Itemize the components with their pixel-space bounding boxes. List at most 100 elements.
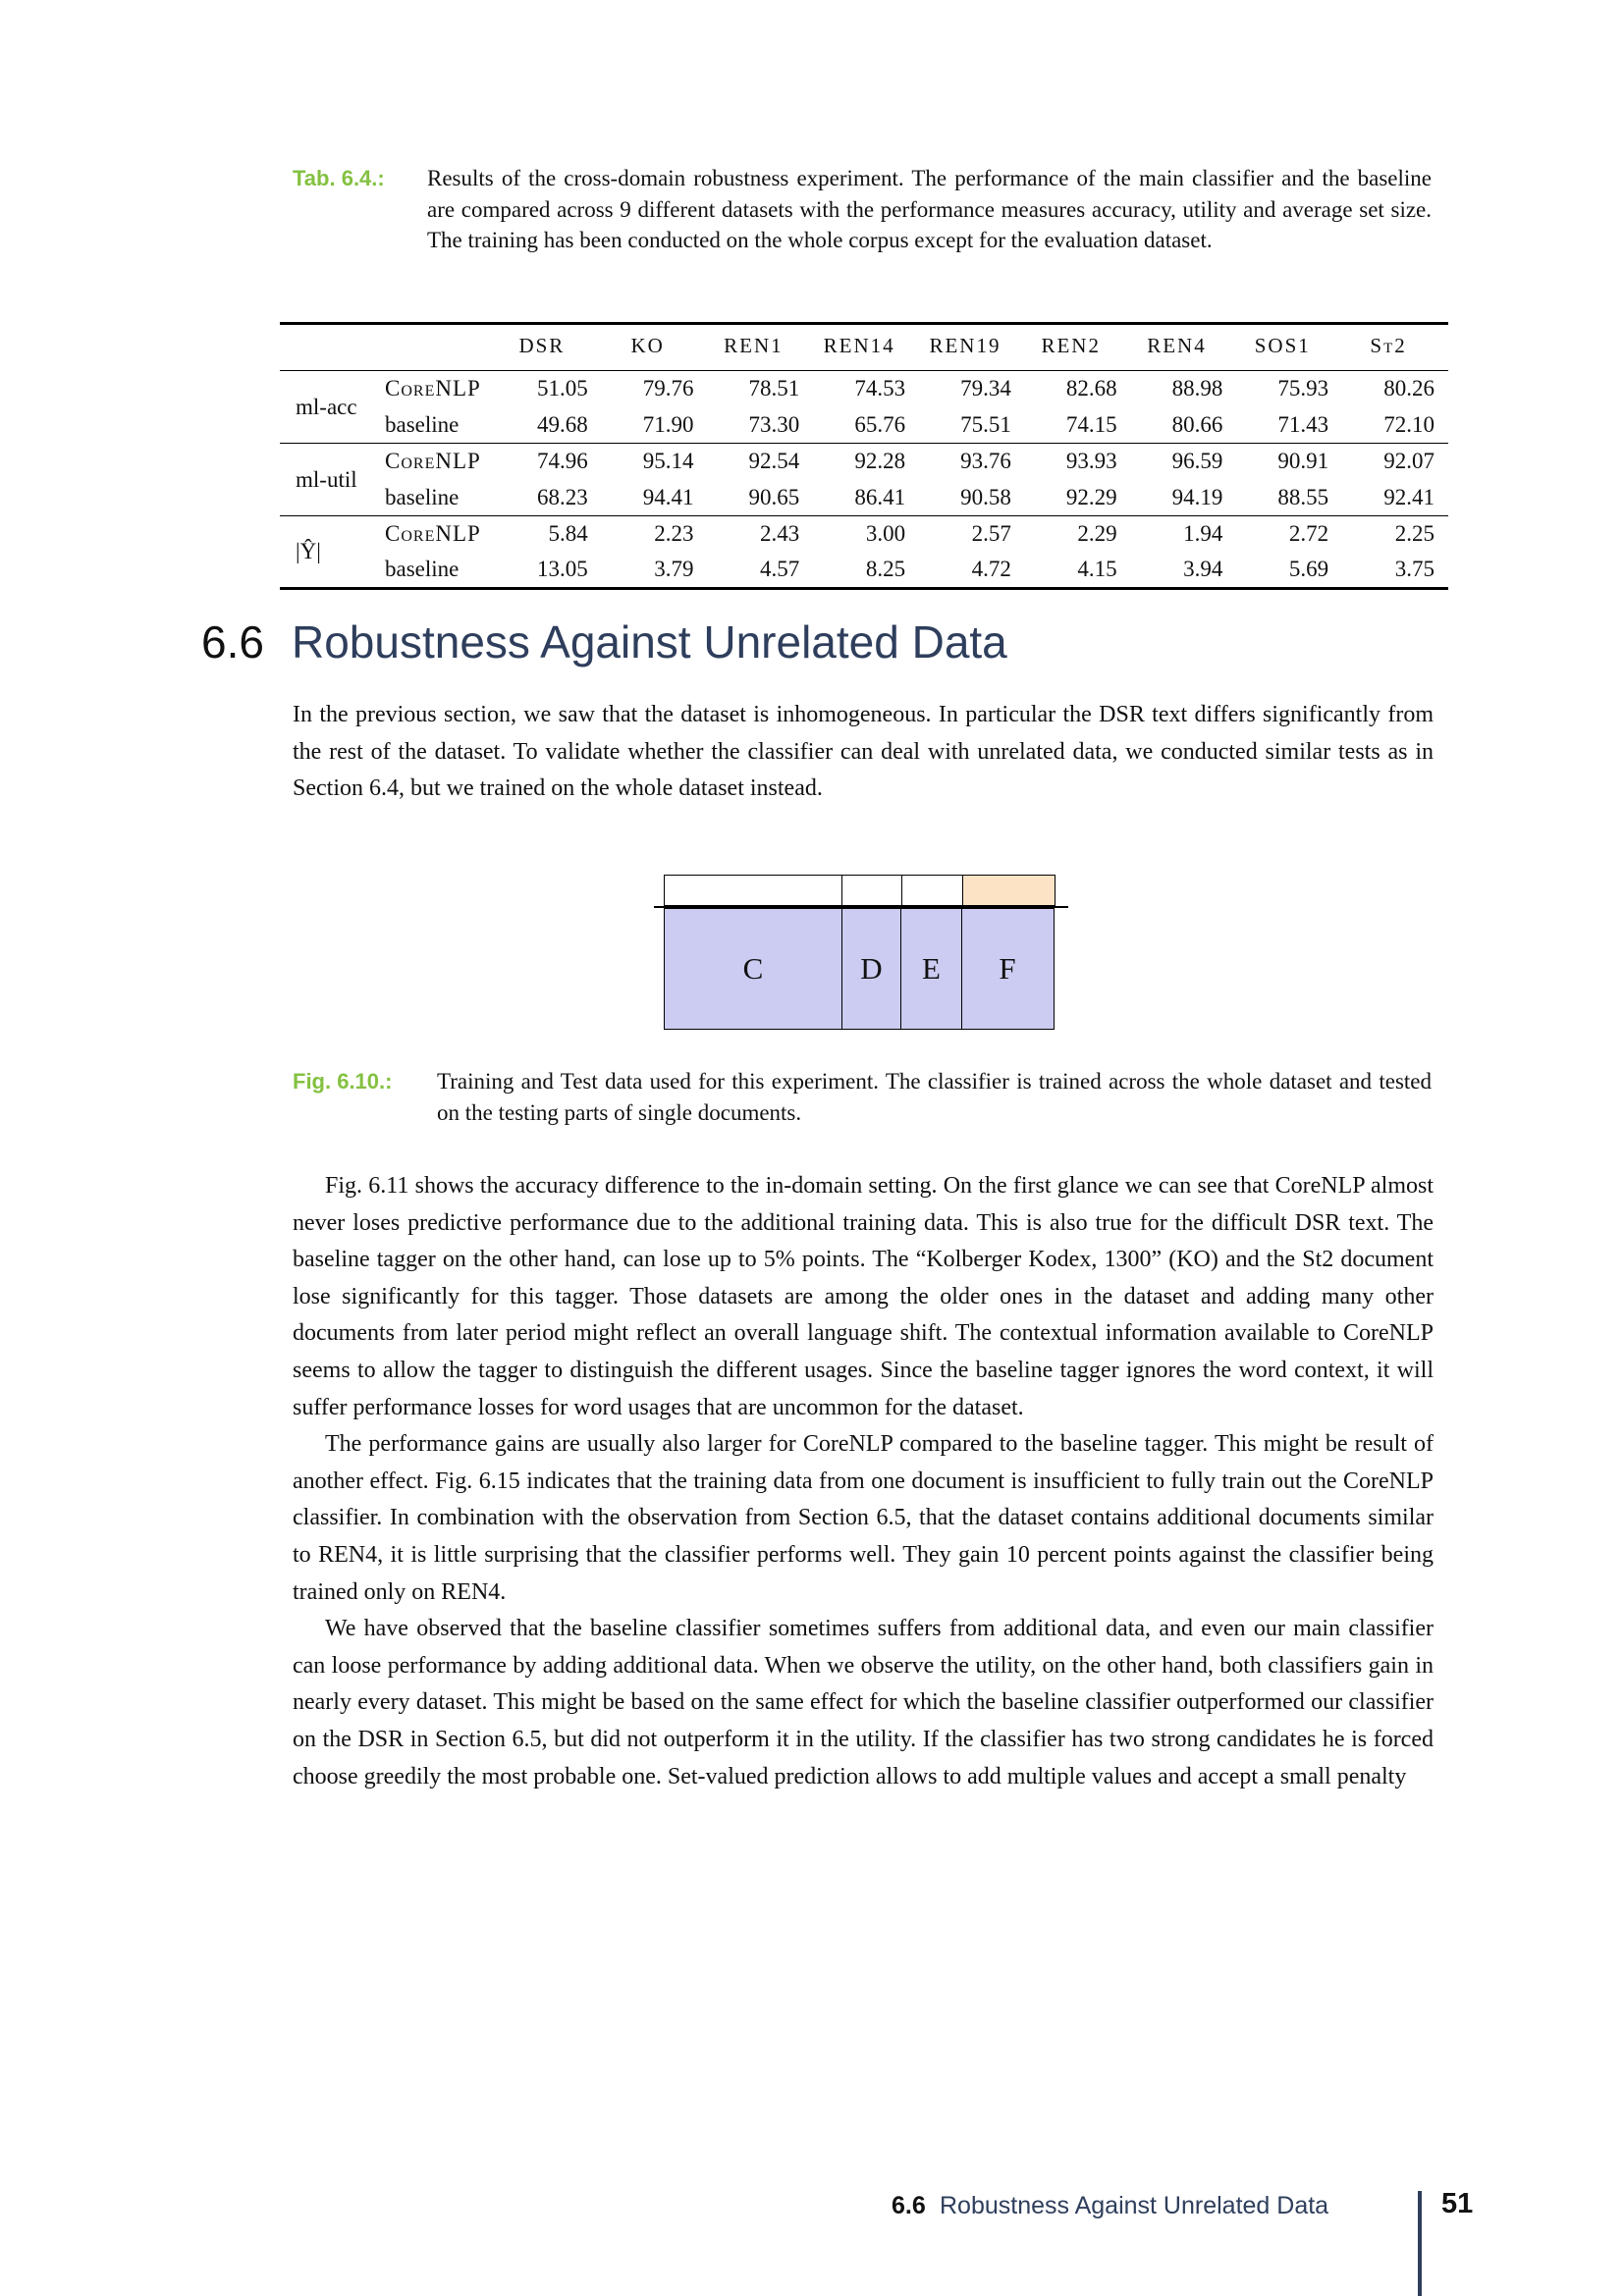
figure-separator-line (654, 906, 1068, 908)
table-value: 3.79 (654, 557, 694, 582)
table-value: 2.23 (601, 515, 708, 553)
figure-train-block: C (664, 908, 842, 1030)
empty-header-cell (381, 323, 496, 371)
row-group-label: |Ŷ| (280, 515, 381, 589)
table-caption-text: Results of the cross-domain robustness e… (427, 166, 1432, 252)
table-value: 4.72 (971, 557, 1011, 582)
table-value: 90.65 (748, 484, 800, 509)
row-system-label: CoreNLP (381, 370, 496, 407)
table-column-header: REN2 (1024, 323, 1131, 371)
figure-test-cell (664, 875, 842, 906)
table-column-header: St2 (1342, 323, 1448, 371)
table-value: 3.75 (1394, 557, 1435, 582)
figure-train-block: D (840, 908, 902, 1030)
row-system-label: CoreNLP (381, 515, 496, 553)
row-system-label: baseline (385, 557, 460, 582)
table-value: 80.66 (1171, 411, 1223, 437)
table-row: baseline 49.68 71.90 73.30 65.76 75.51 74.15 80… (280, 407, 1448, 444)
table-value: 5.69 (1288, 557, 1329, 582)
table-value: 71.90 (642, 411, 694, 437)
table-value: 78.51 (707, 370, 814, 407)
row-group-label: ml-acc (280, 370, 381, 444)
empty-header-cell (280, 323, 381, 371)
body-paragraph-intro: In the previous section, we saw that the… (293, 702, 1434, 802)
table-value: 4.15 (1077, 557, 1117, 582)
table-value: 74.15 (1065, 411, 1117, 437)
table-row: ml-acc CoreNLP 51.05 79.76 78.51 74.53 79.34 82… (280, 370, 1448, 444)
table-value: 88.98 (1130, 370, 1237, 407)
table-value: 74.53 (813, 370, 920, 407)
table-value: 5.84 (496, 515, 602, 553)
results-table-header-row: DSR KO REN1 REN14 REN19 REN2 REN4 SOS1 St2 (280, 323, 1448, 371)
results-table-wrap: DSR KO REN1 REN14 REN19 REN2 REN4 SOS1 St2 ml-ac… (280, 322, 1448, 590)
table-value: 2.72 (1236, 515, 1343, 553)
row-system-label: CoreNLP (381, 443, 496, 480)
table-value: 94.41 (642, 484, 694, 509)
body-paragraph: Fig. 6.11 shows the accuracy difference … (293, 1173, 1434, 1420)
figure-train-block: E (900, 908, 962, 1030)
table-column-header: SOS1 (1236, 323, 1343, 371)
table-value: 92.29 (1065, 484, 1117, 509)
figure-test-strip (664, 875, 1056, 906)
body-text-block: Fig. 6.11 shows the accuracy difference … (293, 1168, 1434, 1795)
table-value: 8.25 (865, 557, 906, 582)
section-heading: 6.6 Robustness Against Unrelated Data (201, 616, 1007, 667)
results-table-body: ml-acc CoreNLP 51.05 79.76 78.51 74.53 79.34 82… (280, 370, 1448, 589)
figure-test-cell (901, 875, 963, 906)
table-value: 3.00 (813, 515, 920, 553)
table-value: 92.54 (707, 443, 814, 480)
table-value: 49.68 (537, 411, 588, 437)
row-system-label: baseline (385, 484, 460, 509)
table-column-header: REN1 (707, 323, 814, 371)
table-value: 93.76 (919, 443, 1025, 480)
table-caption: Tab. 6.4.: Results of the cross-domain r… (293, 163, 1432, 256)
figure-caption-text: Training and Test data used for this exp… (437, 1069, 1432, 1125)
row-system-label: baseline (385, 411, 460, 437)
table-value: 95.14 (601, 443, 708, 480)
table-value: 92.07 (1342, 443, 1448, 480)
table-value: 90.58 (960, 484, 1011, 509)
table-column-header: REN4 (1130, 323, 1237, 371)
table-value: 3.94 (1183, 557, 1223, 582)
table-value: 86.41 (854, 484, 906, 509)
table-column-header: DSR (496, 323, 602, 371)
table-value: 82.68 (1024, 370, 1131, 407)
table-value: 75.93 (1236, 370, 1343, 407)
table-column-header: REN19 (919, 323, 1025, 371)
table-value: 4.57 (760, 557, 800, 582)
figure-test-cell-highlighted (962, 875, 1056, 906)
table-column-header: REN14 (813, 323, 920, 371)
table-value: 90.91 (1236, 443, 1343, 480)
table-value: 92.28 (813, 443, 920, 480)
table-value: 96.59 (1130, 443, 1237, 480)
table-caption-label: Tab. 6.4.: (293, 166, 385, 190)
body-paragraph: We have observed that the baseline class… (293, 1616, 1434, 1789)
figure-train-block: F (960, 908, 1055, 1030)
table-value: 2.43 (707, 515, 814, 553)
table-value: 73.30 (748, 411, 800, 437)
table-value: 94.19 (1171, 484, 1223, 509)
table-value: 2.57 (919, 515, 1025, 553)
row-group-label: ml-util (280, 443, 381, 516)
table-row: baseline 13.05 3.79 4.57 8.25 4.72 4.15 3.94 5.6… (280, 553, 1448, 589)
table-value: 2.25 (1342, 515, 1448, 553)
table-value: 72.10 (1383, 411, 1435, 437)
table-value: 88.55 (1277, 484, 1329, 509)
table-row: ml-util CoreNLP 74.96 95.14 92.54 92.28 93.76 9… (280, 443, 1448, 516)
table-value: 65.76 (854, 411, 906, 437)
table-value: 13.05 (537, 557, 588, 582)
footer-accent-bar (1418, 2191, 1422, 2296)
figure-caption: Fig. 6.10.: Training and Test data used … (293, 1066, 1432, 1128)
table-value: 80.26 (1342, 370, 1448, 407)
table-value: 51.05 (496, 370, 602, 407)
table-value: 79.76 (601, 370, 708, 407)
figure-caption-label: Fig. 6.10.: (293, 1069, 393, 1094)
table-column-header: KO (601, 323, 708, 371)
table-value: 74.96 (496, 443, 602, 480)
table-value: 68.23 (537, 484, 588, 509)
footer-section-number: 6.6 (892, 2192, 926, 2219)
body-paragraph: The performance gains are usually also l… (293, 1431, 1434, 1605)
